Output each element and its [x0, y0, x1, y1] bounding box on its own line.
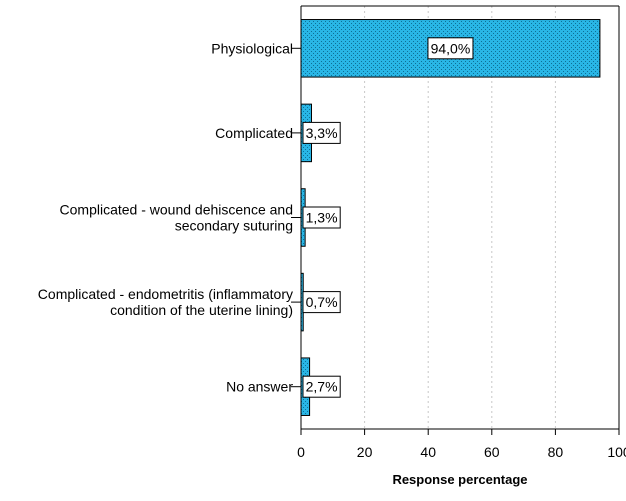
x-tick-label-80: 80: [548, 444, 564, 460]
x-tick-label-20: 20: [357, 444, 373, 460]
x-tick-label-0: 0: [297, 444, 305, 460]
category-label-3-1: condition of the uterine lining): [110, 302, 293, 318]
x-ticks: 0 20 40 60 80 100: [291, 47, 626, 460]
category-label-0-0: Physiological: [211, 40, 293, 56]
data-label-box-4: [302, 375, 341, 398]
data-labels: 94,0% 3,3% 1,3% 0,7% 2,7%: [302, 37, 474, 398]
data-label-1: 3,3%: [306, 125, 338, 141]
data-label-box-2: [302, 206, 341, 229]
data-label-box-1: [302, 121, 341, 144]
category-label-4-0: No answer: [226, 379, 293, 395]
data-label-2: 1,3%: [306, 210, 338, 226]
data-label-0: 94,0%: [431, 40, 471, 56]
category-labels: Physiological Complicated Complicated - wo…: [38, 40, 294, 394]
data-label-3: 0,7%: [306, 294, 338, 310]
x-axis-title: Response percentage: [392, 472, 527, 487]
x-tick-label-40: 40: [420, 444, 436, 460]
category-label-2-1: secondary suturing: [175, 218, 293, 234]
data-label-4: 2,7%: [306, 379, 338, 395]
category-label-2-0: Complicated - wound dehiscence and: [60, 202, 293, 218]
category-label-3-0: Complicated - endometritis (inflammatory: [38, 286, 293, 302]
data-label-box-3: [302, 291, 341, 314]
x-tick-label-60: 60: [484, 444, 500, 460]
data-label-box-0: [427, 37, 474, 60]
category-label-1-0: Complicated: [215, 125, 293, 141]
x-tick-label-100: 100: [607, 444, 626, 460]
